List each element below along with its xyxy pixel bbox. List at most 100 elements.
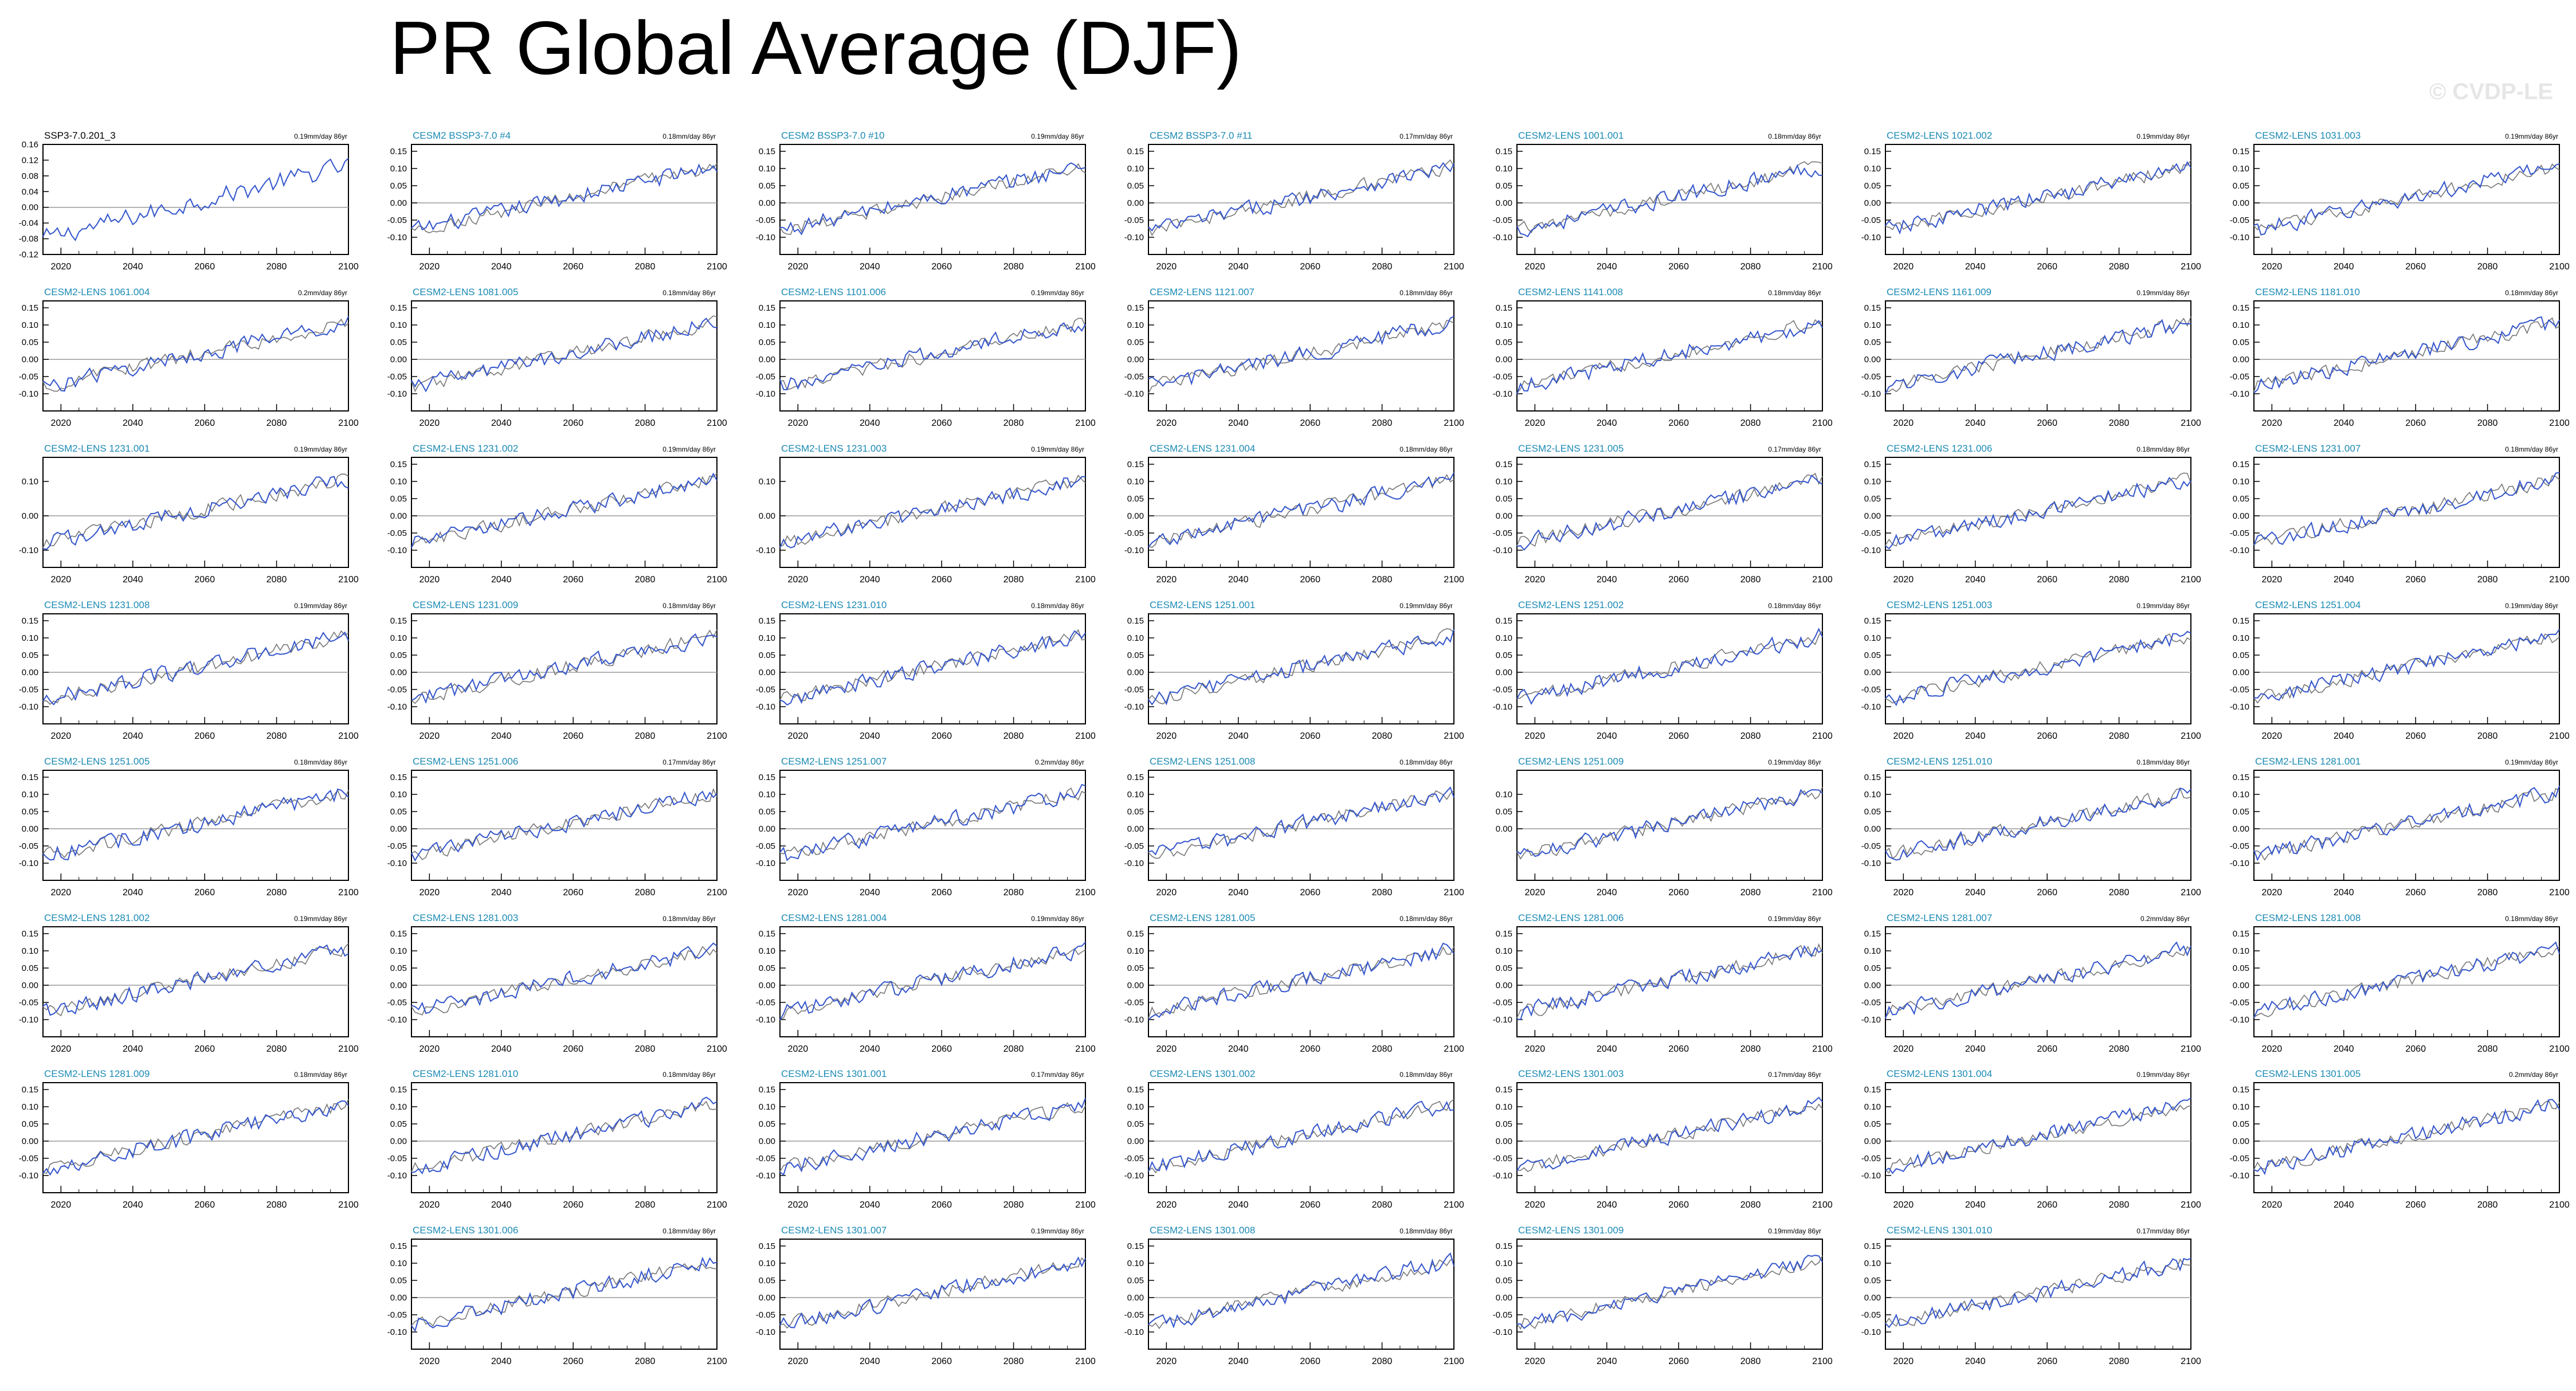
- panel-frame: [1516, 1082, 1823, 1193]
- y-tick-label: 0.00: [759, 198, 775, 208]
- y-tick-label: 0.10: [1496, 633, 1512, 643]
- y-tick-label: 0.10: [22, 790, 38, 800]
- trend-label: 0.19mm/day 86yr: [2505, 132, 2558, 140]
- y-tick-label: -0.10: [756, 389, 775, 399]
- chart-panel: 0.15 0.10 0.05 0.00 -0.05 -0.10 2020 2040 2060 20…: [19, 287, 359, 428]
- y-tick-label: 0.05: [390, 181, 407, 191]
- x-tick-label: 2060: [563, 418, 583, 428]
- x-tick-label: 2040: [1965, 731, 1986, 741]
- chart-panel: 0.15 0.10 0.05 0.00 -0.05 -0.10 2020 2040 2060 20…: [2230, 599, 2570, 741]
- y-tick-label: -0.10: [19, 1171, 38, 1181]
- y-tick-label: -0.10: [756, 702, 775, 712]
- trend-label: 0.19mm/day 86yr: [1031, 445, 1084, 453]
- y-tick-label: 0.15: [1496, 460, 1512, 469]
- y-tick-label: 0.00: [1127, 668, 1144, 677]
- y-tick-label: 0.10: [390, 1102, 407, 1112]
- y-tick-label: -0.10: [1493, 1327, 1512, 1337]
- x-tick-label: 2060: [2405, 418, 2426, 428]
- y-tick-label: 0.05: [1127, 807, 1144, 817]
- trend-label: 0.19mm/day 86yr: [1768, 1227, 1821, 1235]
- trend-label: 0.19mm/day 86yr: [294, 915, 347, 923]
- x-tick-label: 2060: [1300, 1044, 1320, 1054]
- x-tick-label: 2080: [266, 888, 287, 898]
- chart-panel: 0.15 0.10 0.05 0.00 -0.05 -0.10 2020 2040 2060 20…: [1861, 599, 2201, 741]
- series-line: [1885, 787, 2191, 861]
- y-tick-label: 0.05: [1496, 1276, 1512, 1286]
- panel-frame: [42, 613, 349, 724]
- y-tick-label: 0.15: [1127, 929, 1144, 939]
- x-tick-label: 2080: [266, 418, 287, 428]
- panel-frame: [779, 613, 1086, 724]
- x-tick-label: 2020: [1893, 262, 1914, 272]
- x-tick-label: 2100: [1444, 262, 1464, 272]
- y-tick-label: 0.05: [390, 1276, 407, 1286]
- x-tick-label: 2020: [1893, 1200, 1914, 1210]
- model-mean-line: [1148, 473, 1454, 548]
- y-tick-label: 0.15: [1864, 1085, 1881, 1095]
- y-tick-label: 0.05: [1496, 181, 1512, 191]
- x-tick-label: 2080: [1372, 1044, 1393, 1054]
- chart-panel: 0.15 0.10 0.05 0.00 -0.05 -0.10 2020 2040 2060 20…: [1124, 130, 1464, 272]
- y-tick-label: 0.10: [1864, 320, 1881, 330]
- panel-title: CESM2-LENS 1031.003: [2255, 130, 2361, 141]
- x-tick-label: 2100: [1444, 731, 1464, 741]
- chart-panel: 0.15 0.10 0.05 0.00 -0.05 -0.10 2020 2040 2060 20…: [387, 599, 727, 741]
- panel-frame: [1885, 926, 2191, 1037]
- panel-title: CESM2-LENS 1301.008: [1150, 1225, 1255, 1236]
- y-tick-label: -0.10: [387, 1015, 407, 1025]
- series-line: [42, 944, 349, 1016]
- x-tick-label: 2100: [1075, 731, 1096, 741]
- x-tick-label: 2020: [1156, 1200, 1177, 1210]
- series-line: [779, 783, 1086, 861]
- x-tick-label: 2020: [1525, 1200, 1546, 1210]
- chart-panel: 0.15 0.10 0.05 0.00 -0.05 -0.10 2020 2040 2060 20…: [1861, 912, 2201, 1054]
- y-tick-label: 0.05: [1864, 807, 1881, 817]
- panel-title: CESM2-LENS 1251.006: [413, 756, 518, 767]
- y-tick-label: 0.05: [22, 1119, 38, 1129]
- y-tick-label: 0.00: [22, 1137, 38, 1146]
- x-tick-label: 2040: [1965, 1200, 1986, 1210]
- x-tick-label: 2080: [2477, 418, 2498, 428]
- series-line: [2253, 941, 2560, 1018]
- y-tick-label: -0.05: [756, 841, 775, 851]
- x-tick-label: 2100: [1444, 888, 1464, 898]
- chart-panel: 0.15 0.10 0.05 0.00 -0.05 -0.10 2020 2040 2060 20…: [1493, 287, 1833, 428]
- model-mean-line: [42, 1099, 349, 1174]
- model-mean-line: [1148, 628, 1454, 705]
- y-tick-label: 0.05: [759, 181, 775, 191]
- y-tick-label: 0.00: [22, 981, 38, 990]
- y-tick-label: 0.05: [759, 807, 775, 817]
- panel-title: CESM2-LENS 1301.003: [1518, 1068, 1624, 1079]
- x-tick-label: 2060: [563, 731, 583, 741]
- panel-frame: [42, 770, 349, 881]
- panel-frame: [411, 144, 717, 255]
- y-tick-label: 0.10: [1127, 320, 1144, 330]
- x-tick-label: 2080: [2109, 1044, 2130, 1054]
- trend-label: 0.19mm/day 86yr: [1399, 602, 1453, 610]
- x-tick-label: 2040: [860, 1357, 880, 1366]
- x-tick-label: 2040: [123, 418, 143, 428]
- y-tick-label: 0.05: [1496, 651, 1512, 660]
- x-tick-label: 2060: [2037, 262, 2057, 272]
- y-tick-label: 0.10: [1127, 790, 1144, 800]
- panel-frame: [411, 457, 717, 568]
- x-tick-label: 2080: [635, 888, 656, 898]
- x-tick-label: 2080: [1372, 731, 1393, 741]
- y-tick-label: 0.10: [22, 633, 38, 643]
- x-tick-label: 2060: [1300, 888, 1320, 898]
- trend-label: 0.18mm/day 86yr: [2505, 445, 2558, 453]
- x-tick-label: 2060: [1300, 575, 1320, 585]
- x-tick-label: 2040: [1597, 1357, 1617, 1366]
- panel-frame: [411, 926, 717, 1037]
- series-line: [1885, 319, 2191, 394]
- x-tick-label: 2100: [707, 418, 727, 428]
- x-tick-label: 2060: [931, 1357, 952, 1366]
- y-tick-label: -0.05: [756, 998, 775, 1008]
- panel-title: CESM2-LENS 1281.003: [413, 912, 518, 923]
- x-tick-label: 2080: [2477, 262, 2498, 272]
- x-tick-label: 2020: [51, 1200, 72, 1210]
- y-tick-label: 0.00: [759, 511, 775, 521]
- x-tick-label: 2040: [123, 888, 143, 898]
- panel-frame: [779, 926, 1086, 1037]
- trend-label: 0.19mm/day 86yr: [1768, 758, 1821, 766]
